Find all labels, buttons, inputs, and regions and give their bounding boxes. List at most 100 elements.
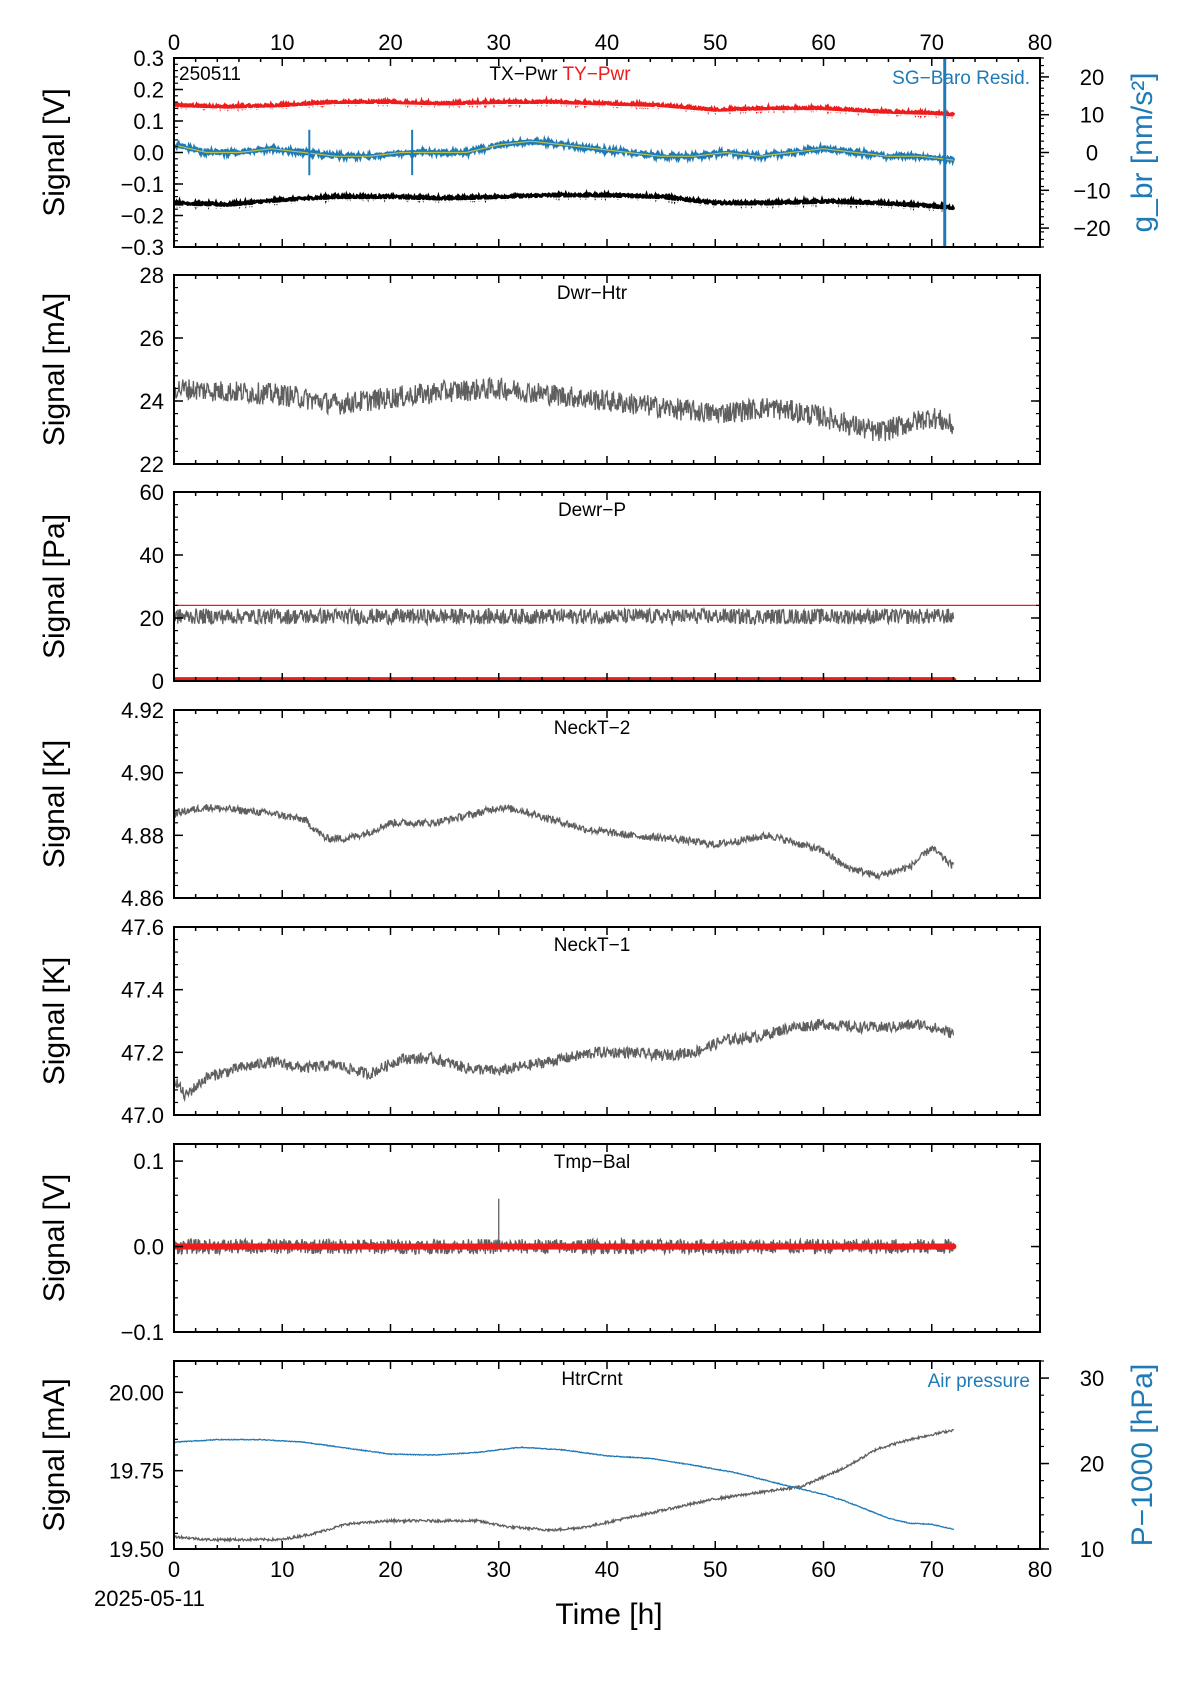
series-line-0: [174, 606, 955, 627]
right-y-tick-label: −10: [1073, 178, 1110, 203]
right-y-axis-title: g_br [nm/s²]: [1126, 72, 1159, 232]
right-y-tick-label: 20: [1080, 65, 1104, 90]
panel-1: −0.3 −0.2 −0.1 0.0 0.1 0.2 0.3 Signal [V] −20 −10…: [38, 30, 1159, 260]
x-tick-label: 20: [378, 1557, 402, 1582]
y-tick-label: −0.1: [121, 172, 164, 197]
series-line-0: [174, 1428, 955, 1543]
y-axis-title: Signal [Pa]: [38, 514, 71, 659]
right-y-axis-title: P−1000 [hPa]: [1126, 1364, 1159, 1547]
series-line-1: [174, 1438, 955, 1531]
y-tick-label: 47.2: [121, 1040, 164, 1065]
x-tick-label: 10: [270, 30, 294, 55]
y-tick-label: 24: [140, 389, 164, 414]
x-tick-label: 30: [487, 1557, 511, 1582]
y-axis-title: Signal [mA]: [38, 293, 71, 446]
x-tick-label: 20: [378, 30, 402, 55]
right-y-tick-label: 20: [1080, 1452, 1104, 1477]
right-panel-title: Air pressure: [928, 1371, 1030, 1392]
y-tick-label: 4.86: [121, 886, 164, 911]
panel-title: NeckT−1: [554, 935, 631, 956]
right-y-tick-label: 10: [1080, 103, 1104, 128]
y-tick-label: 22: [140, 452, 164, 477]
series-line-0: [174, 1018, 955, 1103]
panel-title: Dwr−Htr: [557, 283, 628, 304]
right-y-tick-label: −20: [1073, 216, 1110, 241]
y-tick-label: 60: [140, 480, 164, 505]
y-tick-label: 20: [140, 606, 164, 631]
plot-area: [174, 1018, 955, 1103]
y-axis-title: Signal [K]: [38, 740, 71, 868]
y-tick-label: 19.75: [109, 1459, 164, 1484]
panel-2: 22 24 26 28 Signal [mA] Dwr−Htr: [38, 263, 1041, 477]
right-y-tick-label: 0: [1086, 141, 1098, 166]
y-tick-label: 28: [140, 263, 164, 288]
y-tick-label: 20.00: [109, 1380, 164, 1405]
y-tick-label: 26: [140, 326, 164, 351]
corner-label: 250511: [179, 64, 241, 85]
x-tick-label: 50: [703, 30, 727, 55]
y-axis-title: Signal [V]: [38, 88, 71, 216]
x-tick-label: 80: [1028, 30, 1052, 55]
panel-3: 0 20 40 60 Signal [Pa] Dewr−P: [38, 480, 1041, 694]
y-tick-label: 0.0: [133, 1235, 164, 1260]
x-tick-label: 80: [1028, 1557, 1052, 1582]
right-panel-title: SG−Baro Resid.: [892, 68, 1030, 89]
x-tick-label: 40: [595, 30, 619, 55]
x-tick-label: 0: [168, 1557, 180, 1582]
y-tick-label: 19.50: [109, 1537, 164, 1562]
plot-area: [174, 803, 955, 881]
series-line-0: [174, 376, 955, 442]
plot-area: [174, 1198, 957, 1257]
x-tick-label: 0: [168, 30, 180, 55]
series-smooth-line: [174, 104, 954, 118]
panel-7: 19.50 19.75 20.00 Signal [mA] 10 20 30 P−1000 […: [38, 1360, 1159, 1582]
series-model-line: [174, 140, 954, 161]
date-label: 2025-05-11: [94, 1586, 205, 1611]
y-tick-label: 47.6: [121, 915, 164, 940]
x-tick-label: 60: [811, 1557, 835, 1582]
plot-area: [174, 376, 955, 442]
y-tick-label: 4.88: [121, 823, 164, 848]
title-part-ty: TY−Pwr: [562, 64, 631, 85]
y-tick-label: 0.3: [133, 46, 164, 71]
y-tick-label: 0.0: [133, 141, 164, 166]
y-axis-title: Signal [K]: [38, 957, 71, 1085]
y-tick-label: 0: [152, 669, 164, 694]
series-line-tx-pwr: [174, 188, 955, 213]
x-tick-label: 30: [487, 30, 511, 55]
series-line-0: [174, 803, 955, 881]
panel-title: Tmp−Bal: [554, 1152, 631, 1173]
x-tick-label: 10: [270, 1557, 294, 1582]
y-tick-label: −0.3: [121, 235, 164, 260]
x-tick-label: 70: [920, 30, 944, 55]
y-tick-label: 4.90: [121, 761, 164, 786]
y-tick-label: 0.2: [133, 78, 164, 103]
y-tick-label: 4.92: [121, 698, 164, 723]
y-tick-label: 40: [140, 543, 164, 568]
y-tick-label: 47.0: [121, 1103, 164, 1128]
x-tick-label: 70: [920, 1557, 944, 1582]
right-y-tick-label: 10: [1080, 1537, 1104, 1562]
series-line-ty-pwr: [174, 95, 955, 120]
y-axis-title: Signal [V]: [38, 1174, 71, 1302]
series-smooth-line: [174, 197, 954, 212]
panel-5: 47.0 47.2 47.4 47.6 Signal [K] NeckT−1: [38, 915, 1041, 1128]
title-part-tx: TX−Pwr: [489, 64, 562, 85]
plot-area: [174, 604, 1040, 681]
panel-title: TX−Pwr TY−Pwr: [489, 64, 631, 85]
panel-title: NeckT−2: [554, 718, 631, 739]
y-tick-label: −0.2: [121, 204, 164, 229]
y-tick-label: 0.1: [133, 109, 164, 134]
y-tick-label: 47.4: [121, 978, 164, 1003]
panel-title: Dewr−P: [558, 500, 626, 521]
panel-6: −0.1 0.0 0.1 Signal [V] Tmp−Bal: [38, 1143, 1041, 1345]
y-tick-label: −0.1: [121, 1320, 164, 1345]
panel-title: HtrCrnt: [561, 1369, 623, 1390]
x-tick-label: 40: [595, 1557, 619, 1582]
x-tick-label: 50: [703, 1557, 727, 1582]
y-tick-label: 0.1: [133, 1149, 164, 1174]
plot-area: [174, 1428, 955, 1543]
chart-panels: −0.3 −0.2 −0.1 0.0 0.1 0.2 0.3 Signal [V] −20 −10…: [38, 30, 1159, 1582]
y-axis-title: Signal [mA]: [38, 1378, 71, 1531]
